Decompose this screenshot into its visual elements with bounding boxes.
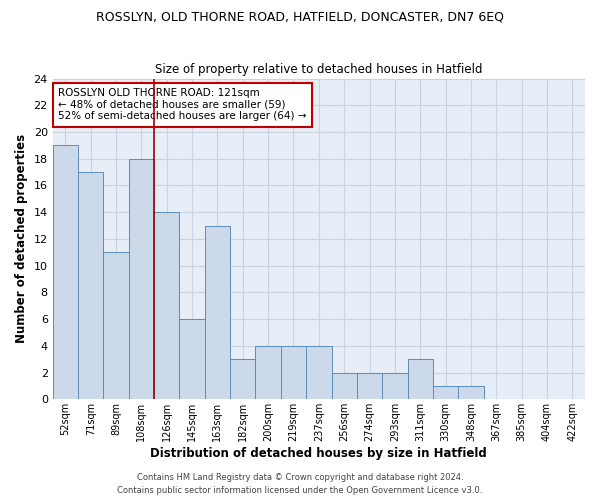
Bar <box>179 319 205 400</box>
X-axis label: Distribution of detached houses by size in Hatfield: Distribution of detached houses by size … <box>151 447 487 460</box>
Bar <box>256 346 281 400</box>
Text: ROSSLYN OLD THORNE ROAD: 121sqm
← 48% of detached houses are smaller (59)
52% of: ROSSLYN OLD THORNE ROAD: 121sqm ← 48% of… <box>58 88 307 122</box>
Title: Size of property relative to detached houses in Hatfield: Size of property relative to detached ho… <box>155 63 482 76</box>
Bar <box>230 359 256 400</box>
Bar <box>205 226 230 400</box>
Bar <box>154 212 179 400</box>
Bar <box>78 172 103 400</box>
Text: ROSSLYN, OLD THORNE ROAD, HATFIELD, DONCASTER, DN7 6EQ: ROSSLYN, OLD THORNE ROAD, HATFIELD, DONC… <box>96 10 504 23</box>
Bar <box>357 372 382 400</box>
Bar <box>103 252 129 400</box>
Text: Contains HM Land Registry data © Crown copyright and database right 2024.
Contai: Contains HM Land Registry data © Crown c… <box>118 474 482 495</box>
Bar <box>306 346 332 400</box>
Bar <box>382 372 407 400</box>
Bar <box>458 386 484 400</box>
Bar <box>53 146 78 400</box>
Bar <box>407 359 433 400</box>
Bar <box>433 386 458 400</box>
Y-axis label: Number of detached properties: Number of detached properties <box>15 134 28 344</box>
Bar <box>129 158 154 400</box>
Bar <box>281 346 306 400</box>
Bar <box>332 372 357 400</box>
